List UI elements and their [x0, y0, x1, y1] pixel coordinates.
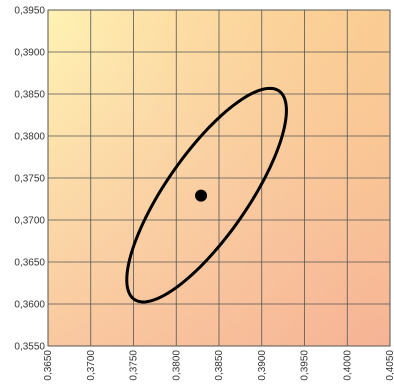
x-tick-label: 0,3850 — [214, 350, 225, 381]
data-points — [195, 190, 207, 202]
x-tick-label: 0,3700 — [86, 350, 97, 381]
x-tick-labels: 0,3650 0,3700 0,3750 0,3800 0,3850 0,3900 0,39… — [43, 350, 394, 381]
x-tick-label: 0,3650 — [43, 350, 54, 381]
y-tick-label: 0,3950 — [14, 6, 45, 17]
x-tick-label: 0,3800 — [171, 350, 182, 381]
y-tick-labels: 0,3550 0,3600 0,3650 0,3700 0,3750 0,3800 0,38… — [14, 6, 45, 353]
data-point — [195, 190, 207, 202]
y-tick-label: 0,3700 — [14, 216, 45, 227]
y-tick-label: 0,3800 — [14, 132, 45, 143]
y-tick-label: 0,3850 — [14, 90, 45, 101]
y-tick-label: 0,3650 — [14, 258, 45, 269]
y-tick-label: 0,3750 — [14, 174, 45, 185]
x-tick-label: 0,3950 — [300, 350, 311, 381]
x-tick-label: 0,4050 — [385, 350, 394, 381]
x-tick-label: 0,3750 — [129, 350, 140, 381]
x-tick-label: 0,3900 — [257, 350, 268, 381]
y-tick-label: 0,3600 — [14, 300, 45, 311]
y-tick-label: 0,3900 — [14, 48, 45, 59]
x-tick-label: 0,4000 — [342, 350, 353, 381]
y-tick-label: 0,3550 — [14, 342, 45, 353]
